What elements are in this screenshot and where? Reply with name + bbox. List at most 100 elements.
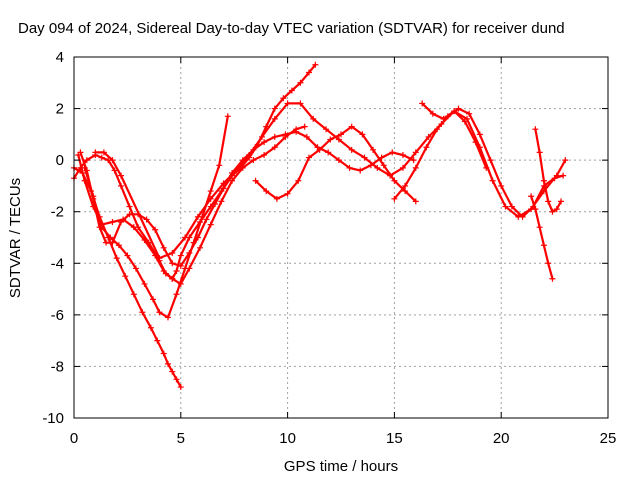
data-point <box>126 203 133 210</box>
data-point <box>169 275 176 282</box>
y-tick-label: 4 <box>56 49 64 66</box>
data-point <box>549 208 556 215</box>
data-point <box>177 384 184 391</box>
data-point <box>301 123 308 130</box>
data-point <box>96 213 103 220</box>
data-point <box>130 291 137 298</box>
data-point <box>528 193 535 200</box>
data-point <box>348 146 355 153</box>
data-point <box>284 190 291 197</box>
data-point <box>207 221 214 228</box>
data-point <box>348 123 355 130</box>
data-point <box>154 337 161 344</box>
data-point <box>250 157 257 164</box>
data-point <box>335 157 342 164</box>
data-point <box>160 244 167 251</box>
data-point <box>532 206 539 213</box>
data-point <box>472 139 479 146</box>
data-point <box>370 146 377 153</box>
data-point <box>126 211 133 218</box>
data-point <box>109 157 116 164</box>
data-point <box>169 249 176 256</box>
data-point <box>160 268 167 275</box>
data-point <box>412 149 419 156</box>
data-point <box>173 376 180 383</box>
data-point <box>498 182 505 189</box>
data-point <box>132 265 139 272</box>
data-point <box>79 170 86 177</box>
data-point <box>173 268 180 275</box>
data-point <box>271 115 278 122</box>
data-point <box>335 136 342 143</box>
series-arc-7 <box>252 123 419 205</box>
data-point <box>83 157 90 164</box>
data-point <box>545 260 552 267</box>
data-point <box>117 219 124 226</box>
series-arc-6 <box>92 100 569 262</box>
series-arc-1 <box>71 128 417 282</box>
data-point <box>562 157 569 164</box>
data-point <box>100 149 107 156</box>
data-point <box>476 131 483 138</box>
data-point <box>105 234 112 241</box>
data-point <box>412 198 419 205</box>
series-arc-10 <box>528 193 556 282</box>
data-point <box>327 136 334 143</box>
data-point <box>88 188 95 195</box>
data-point <box>271 144 278 151</box>
data-point <box>440 115 447 122</box>
data-point <box>402 188 409 195</box>
data-point <box>117 182 124 189</box>
data-point <box>92 149 99 156</box>
data-point <box>109 219 116 226</box>
data-point <box>288 87 295 94</box>
data-point <box>194 213 201 220</box>
data-point <box>147 324 154 331</box>
data-point <box>233 167 240 174</box>
data-point <box>150 296 157 303</box>
data-point <box>190 239 197 246</box>
data-point <box>152 226 159 233</box>
y-tick-label: -4 <box>51 255 64 272</box>
series-arc-2 <box>75 123 308 287</box>
data-point <box>229 177 236 184</box>
chart-title: Day 094 of 2024, Sidereal Day-to-day VTE… <box>18 20 565 37</box>
data-point <box>419 100 426 107</box>
data-point <box>361 154 368 161</box>
data-point <box>346 164 353 171</box>
series-arc-9 <box>532 126 565 215</box>
data-point <box>316 146 323 153</box>
data-point <box>466 110 473 117</box>
data-point <box>508 203 515 210</box>
data-point <box>429 110 436 117</box>
data-point <box>374 164 381 171</box>
series-arc-4 <box>81 113 231 321</box>
data-point <box>536 149 543 156</box>
data-point <box>357 167 364 174</box>
data-point <box>77 149 84 156</box>
data-point <box>169 368 176 375</box>
data-point <box>325 149 332 156</box>
data-point <box>263 188 270 195</box>
data-point <box>284 100 291 107</box>
data-point <box>455 105 462 112</box>
data-point <box>98 154 105 161</box>
data-point <box>173 291 180 298</box>
data-point <box>425 133 432 140</box>
data-point <box>156 255 163 262</box>
x-tick-label: 10 <box>279 430 296 447</box>
series-trace <box>77 125 306 285</box>
data-point <box>124 252 131 259</box>
data-point <box>160 350 167 357</box>
data-point <box>553 206 560 213</box>
y-tick-label: -10 <box>42 410 64 427</box>
data-point <box>540 177 547 184</box>
plot-frame <box>73 56 609 419</box>
data-point <box>391 177 398 184</box>
data-point <box>502 203 509 210</box>
data-point <box>519 213 526 220</box>
data-point <box>293 126 300 133</box>
data-point <box>177 262 184 269</box>
data-point <box>224 113 231 120</box>
data-point <box>220 180 227 187</box>
